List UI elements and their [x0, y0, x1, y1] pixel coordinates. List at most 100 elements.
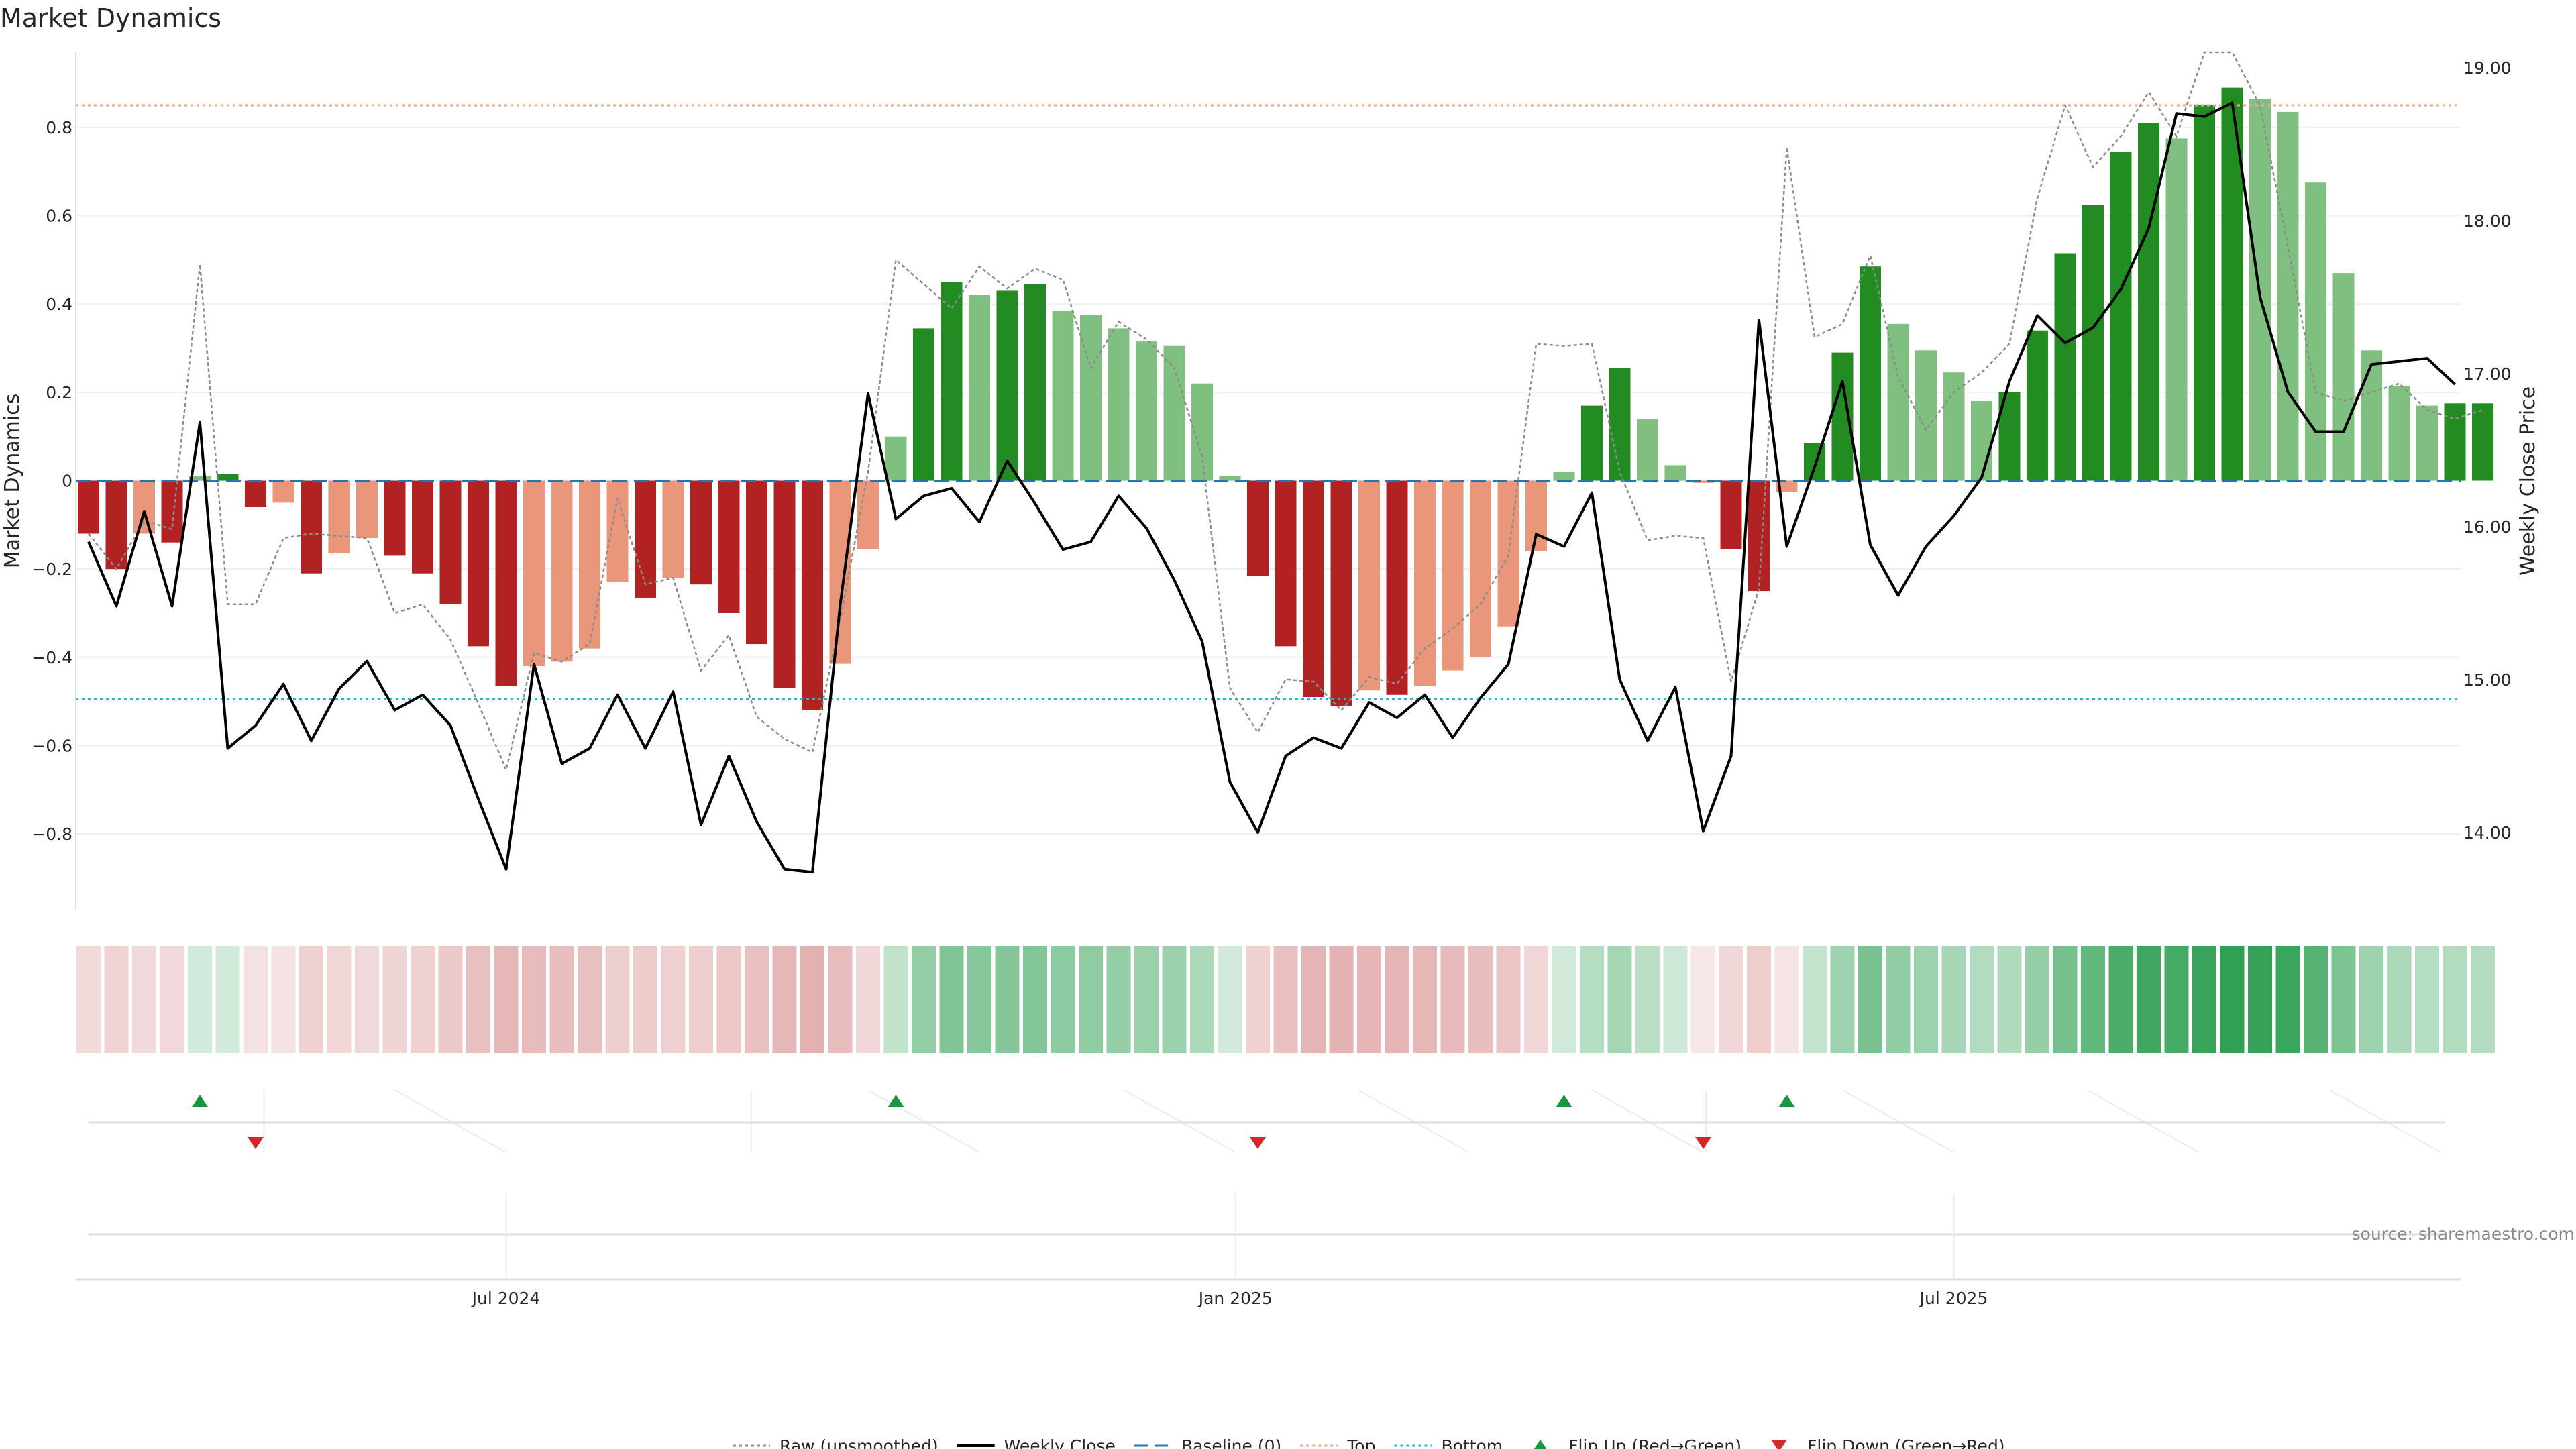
dynamics-bar — [468, 480, 489, 647]
heatmap-cell — [1413, 946, 1437, 1053]
flip-down-marker — [1250, 1137, 1266, 1149]
dynamics-bar — [1497, 480, 1519, 627]
left-tick-label: −0.4 — [32, 648, 72, 667]
dynamics-bar — [1386, 480, 1408, 695]
dynamics-bar — [1052, 311, 1074, 481]
dynamics-bar — [802, 480, 823, 710]
dynamics-bar — [746, 480, 767, 645]
heatmap-cell — [1023, 946, 1047, 1053]
dynamics-bar — [2332, 273, 2355, 481]
flip-up-marker — [1778, 1095, 1795, 1107]
heatmap-cell — [494, 946, 519, 1053]
dynamics-bar — [773, 480, 796, 688]
dynamics-bar — [1470, 480, 1491, 657]
weekly-close-line — [87, 101, 2456, 874]
heatmap-cell — [1329, 946, 1354, 1053]
legend-swatch-flip-down — [1771, 1440, 1788, 1449]
dynamics-bar — [439, 480, 462, 604]
left-tick-label: 0.4 — [46, 294, 72, 314]
heatmap-cell — [912, 946, 936, 1053]
dynamics-bar — [78, 480, 99, 534]
heatmap-cell — [1218, 946, 1242, 1053]
dynamics-bar — [1693, 480, 1714, 483]
heatmap-cell — [967, 946, 991, 1053]
heatmap-cell — [689, 946, 713, 1053]
dynamics-bar — [662, 480, 684, 578]
dynamics-bar — [1108, 328, 1130, 481]
heatmap-cell — [633, 946, 657, 1053]
heatmap-cell — [2471, 946, 2495, 1053]
legend-label-raw: Raw (unsmoothed) — [780, 1436, 938, 1449]
dynamics-bar — [1247, 480, 1269, 576]
dynamics-bar — [1330, 480, 1352, 706]
legend-label-close: Weekly Close — [1004, 1436, 1116, 1449]
dynamics-bar — [2361, 350, 2382, 481]
right-tick-label: 19.00 — [2463, 58, 2512, 78]
flip-markers-panel — [89, 1089, 2445, 1153]
dynamics-bar — [328, 480, 350, 554]
heatmap-cell — [1830, 946, 1855, 1053]
dynamics-bar — [1637, 419, 1658, 481]
right-tick-label: 17.00 — [2463, 364, 2512, 384]
heatmap-cell — [2415, 946, 2439, 1053]
heatmap-cell — [1663, 946, 1688, 1053]
heatmap-cell — [1134, 946, 1159, 1053]
right-axis-ticks: 19.00 18.00 17.00 16.00 15.00 14.00 — [2463, 58, 2512, 843]
dynamics-bar — [1609, 368, 1631, 481]
dynamics-bar — [690, 480, 712, 585]
heatmap-cell — [1190, 946, 1214, 1053]
heatmap-cell — [1496, 946, 1521, 1053]
right-tick-label: 18.00 — [2463, 211, 2512, 231]
heatmap-cell — [1607, 946, 1632, 1053]
x-tick-label: Jan 2025 — [1197, 1289, 1273, 1308]
dynamics-bar — [2165, 138, 2188, 481]
heatmap-cell — [578, 946, 602, 1053]
heatmap-cell — [1051, 946, 1075, 1053]
heatmap-cell — [995, 946, 1020, 1053]
dynamics-bar — [1414, 480, 1436, 686]
right-axis-label: Weekly Close Price — [2516, 386, 2540, 576]
dynamics-bar — [523, 480, 545, 666]
dynamics-bar — [217, 474, 239, 481]
dynamics-bar — [2277, 111, 2299, 481]
x-axis-ticks: Jul 2024 Jan 2025 Jul 2025 — [471, 1289, 1988, 1308]
dynamics-bar — [2027, 330, 2048, 481]
dynamics-bar — [829, 480, 851, 664]
heatmap-cell — [2025, 946, 2049, 1053]
heatmap-cell — [605, 946, 630, 1053]
heatmap-cell — [1162, 946, 1187, 1053]
flip-up-marker — [888, 1095, 904, 1107]
heatmap-cell — [828, 946, 853, 1053]
left-tick-label: −0.6 — [32, 736, 72, 755]
dynamics-bar — [2444, 403, 2466, 481]
heatmap-cell — [1858, 946, 1882, 1053]
dynamics-bar — [2110, 152, 2132, 481]
heatmap-cell — [1301, 946, 1326, 1053]
heatmap-cell — [2108, 946, 2133, 1053]
heatmap-cell — [716, 946, 741, 1053]
dynamics-bar — [913, 328, 934, 481]
flip-down-marker — [248, 1137, 264, 1149]
dynamics-bar — [606, 480, 629, 582]
series-lines — [87, 51, 2483, 874]
heatmap-cell — [856, 946, 880, 1053]
dynamics-bar — [1664, 465, 1686, 481]
heatmap-cell — [215, 946, 240, 1053]
x-tick-label: Jul 2025 — [1919, 1289, 1988, 1308]
heatmap-cell — [1106, 946, 1131, 1053]
legend-swatch-flip-up — [1534, 1440, 1547, 1449]
left-tick-label: 0.6 — [46, 207, 72, 226]
heatmap-cell — [1635, 946, 1660, 1053]
heatmap-cell — [1941, 946, 1966, 1053]
dynamics-bar — [1748, 480, 1770, 592]
heatmap-cell — [188, 946, 212, 1053]
bottom-panel — [76, 1194, 2461, 1281]
heatmap-cell — [2248, 946, 2272, 1053]
legend-label-top: Top — [1346, 1436, 1375, 1449]
heatmap-cell — [522, 946, 546, 1053]
dynamics-bar — [272, 480, 294, 503]
dynamics-bar — [1581, 405, 1603, 481]
dynamics-bar — [2388, 385, 2410, 481]
left-axis-label: Market Dynamics — [1, 394, 24, 569]
dynamics-bar — [1275, 480, 1297, 647]
